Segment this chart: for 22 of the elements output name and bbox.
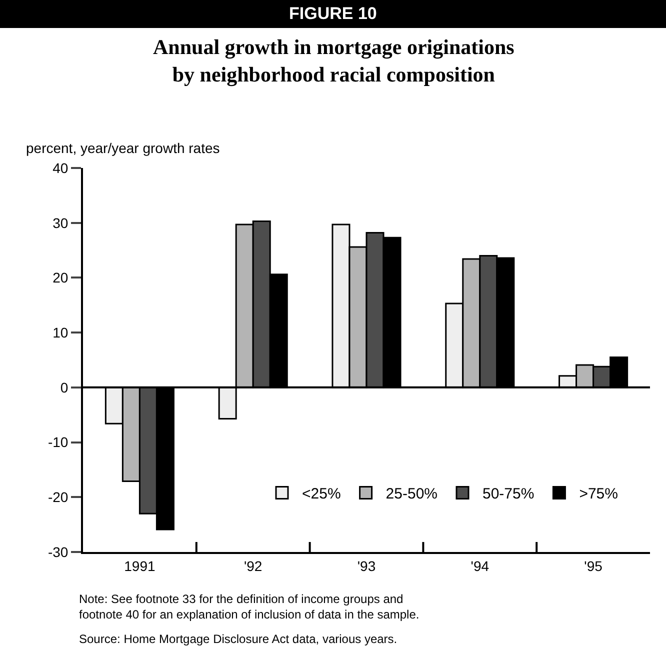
- x-tick-label: '94: [470, 558, 490, 574]
- text: Note: See footnote 33 for the definition of income groups and footnote 40 for an explanation of inclusion of data in the sample.: [79, 592, 420, 622]
- x-tick-label: '92: [244, 558, 262, 574]
- chart-subtitle: Annual growth in mortgage originations by neighborhood racial composition: [153, 35, 514, 86]
- legend-label: 25-50%: [386, 486, 438, 503]
- y-tick-label: -10: [48, 434, 68, 450]
- source-note: Source: Home Mortgage Disclosure Act data, various years.: [79, 632, 398, 646]
- legend-label: 50-75%: [482, 486, 534, 503]
- x-tick-label: '95: [584, 558, 603, 574]
- y-tick-label: 10: [52, 324, 68, 340]
- y-tick-label: 20: [52, 270, 68, 286]
- legend-label: >75%: [579, 486, 618, 503]
- y-tick-label: -30: [48, 544, 68, 560]
- y-tick-label: 40: [52, 160, 68, 176]
- x-tick-label: 1991: [124, 558, 156, 574]
- chart-title: FIGURE 10: [289, 4, 377, 23]
- y-tick-label: 30: [52, 214, 68, 231]
- legend-label: <25%: [302, 486, 341, 503]
- x-tick-label: '93: [357, 558, 376, 574]
- y-tick-label: -20: [48, 489, 68, 506]
- y-tick-label: 0: [60, 379, 68, 396]
- y-axis-title: percent, year/year growth rates: [26, 140, 220, 156]
